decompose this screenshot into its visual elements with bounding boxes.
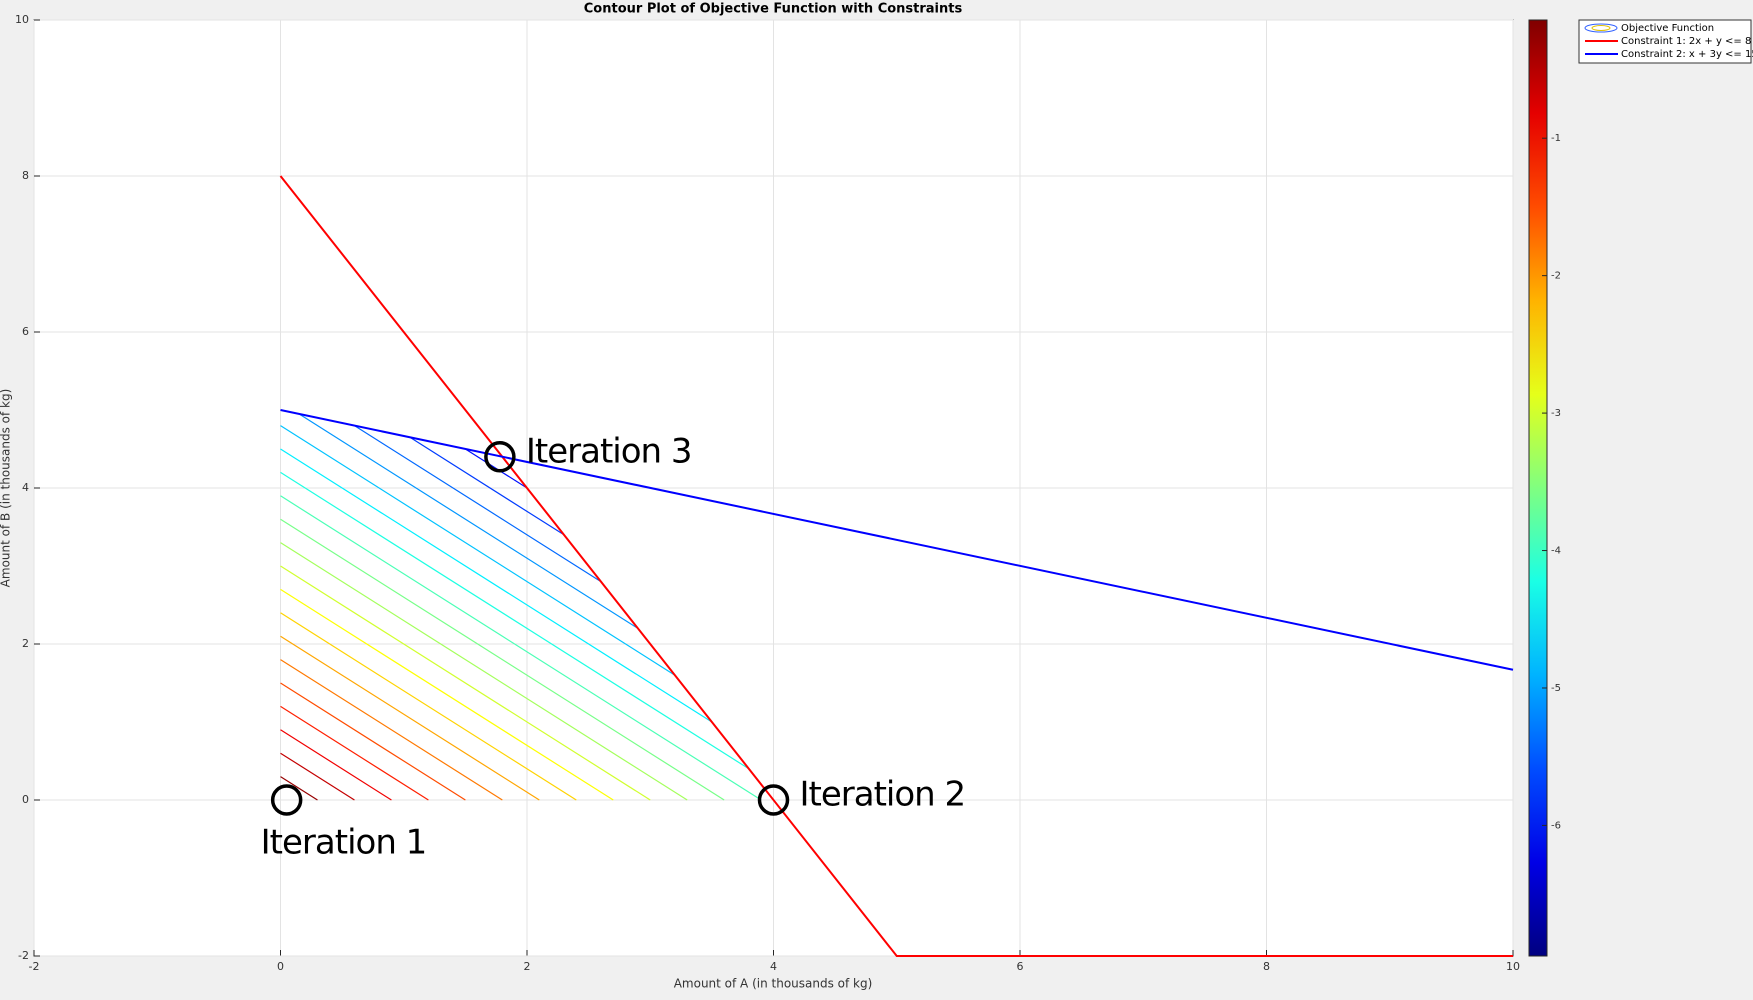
x-tick-label: -2 xyxy=(29,960,40,973)
legend-label: Objective Function xyxy=(1621,23,1714,34)
x-tick-label: 0 xyxy=(277,960,284,973)
contour-line xyxy=(280,588,614,801)
colorbar-tick-label: -2 xyxy=(1551,271,1561,282)
x-axis-label: Amount of A (in thousands of kg) xyxy=(674,977,873,991)
colorbar-tick-label: -3 xyxy=(1551,408,1561,419)
contour-line xyxy=(280,705,429,801)
contour-line xyxy=(280,471,750,770)
legend-icon xyxy=(1591,25,1611,31)
annotation-label: Iteration 2 xyxy=(800,775,966,815)
x-tick-label: 10 xyxy=(1506,960,1520,973)
colorbar-tick-label: -1 xyxy=(1551,133,1561,144)
y-tick-label: 8 xyxy=(22,169,29,182)
contour-line xyxy=(280,518,725,801)
contour-line xyxy=(280,635,540,801)
contour-line xyxy=(465,448,528,489)
annotation-marker xyxy=(270,784,303,816)
x-tick-label: 2 xyxy=(524,960,531,973)
contour-line xyxy=(298,413,639,629)
y-tick-label: 0 xyxy=(22,793,29,806)
contour-line xyxy=(280,448,713,723)
legend-label: Constraint 2: x + 3y <= 15 xyxy=(1621,49,1753,60)
y-tick-label: 2 xyxy=(22,637,29,650)
contour-line xyxy=(280,752,355,801)
colorbar xyxy=(1528,19,1548,957)
colorbar-tick-label: -4 xyxy=(1551,546,1561,557)
contour-line xyxy=(280,659,503,801)
annotation-label: Iteration 3 xyxy=(526,431,692,471)
contour-line xyxy=(280,612,577,801)
y-tick-label: 6 xyxy=(22,325,29,338)
x-tick-label: 6 xyxy=(1017,960,1024,973)
contour-line xyxy=(280,729,392,801)
y-tick-label: 10 xyxy=(15,13,29,26)
annotation-marker xyxy=(484,441,516,473)
colorbar-tick-label: -5 xyxy=(1551,683,1561,694)
constraint-line xyxy=(279,175,1513,957)
annotation-marker xyxy=(757,784,790,816)
contour-line xyxy=(280,495,762,801)
contour-line xyxy=(280,565,651,801)
y-axis-label: Amount of B (in thousands of kg) xyxy=(0,389,13,588)
legend-icon xyxy=(1584,23,1618,33)
colorbar-tick-label: -6 xyxy=(1551,820,1561,831)
x-tick-label: 4 xyxy=(770,960,777,973)
x-tick-label: 8 xyxy=(1263,960,1270,973)
legend-item: Objective Function xyxy=(1584,23,1714,34)
contour-line xyxy=(354,425,602,583)
y-tick-label: 4 xyxy=(22,481,29,494)
chart-title: Contour Plot of Objective Function with … xyxy=(584,2,963,17)
legend-label: Constraint 1: 2x + y <= 8 xyxy=(1621,36,1751,47)
contour-line xyxy=(280,425,676,676)
contour-line xyxy=(280,776,318,801)
contour-line xyxy=(280,682,466,801)
contour-line xyxy=(409,436,565,536)
contour-line xyxy=(280,542,688,801)
y-tick-label: -2 xyxy=(18,949,29,962)
annotation-label: Iteration 1 xyxy=(261,823,427,863)
